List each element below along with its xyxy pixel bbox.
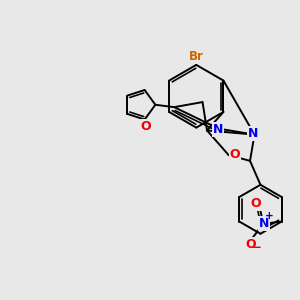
Text: O: O <box>140 120 151 133</box>
Text: N: N <box>248 127 258 140</box>
Text: N: N <box>213 123 223 136</box>
Text: +: + <box>266 211 274 220</box>
Text: O: O <box>245 238 256 251</box>
Text: O: O <box>230 148 240 161</box>
Text: O: O <box>251 197 261 210</box>
Text: Br: Br <box>189 50 204 63</box>
Text: N: N <box>259 218 269 230</box>
Text: −: − <box>252 241 262 254</box>
